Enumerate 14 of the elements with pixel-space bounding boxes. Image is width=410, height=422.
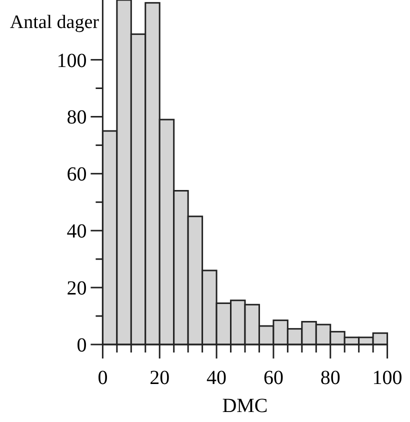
x-tick-label: 20 <box>150 367 170 389</box>
x-tick-label: 60 <box>263 367 284 389</box>
x-tick-label: 80 <box>320 367 340 389</box>
y-tick-label: 100 <box>56 50 87 72</box>
x-tick-label: 40 <box>206 367 227 389</box>
y-tick-label: 0 <box>76 334 87 356</box>
y-tick-label: 20 <box>66 278 87 300</box>
x-tick-label: 0 <box>98 367 108 389</box>
x-tick-label: 100 <box>372 367 402 389</box>
y-axis-title: Antal dager <box>10 12 100 33</box>
y-tick-label: 80 <box>66 106 87 129</box>
y-tick-label: 60 <box>66 164 87 186</box>
x-axis-title: DMC <box>222 395 268 417</box>
y-tick-label: 40 <box>66 220 87 243</box>
